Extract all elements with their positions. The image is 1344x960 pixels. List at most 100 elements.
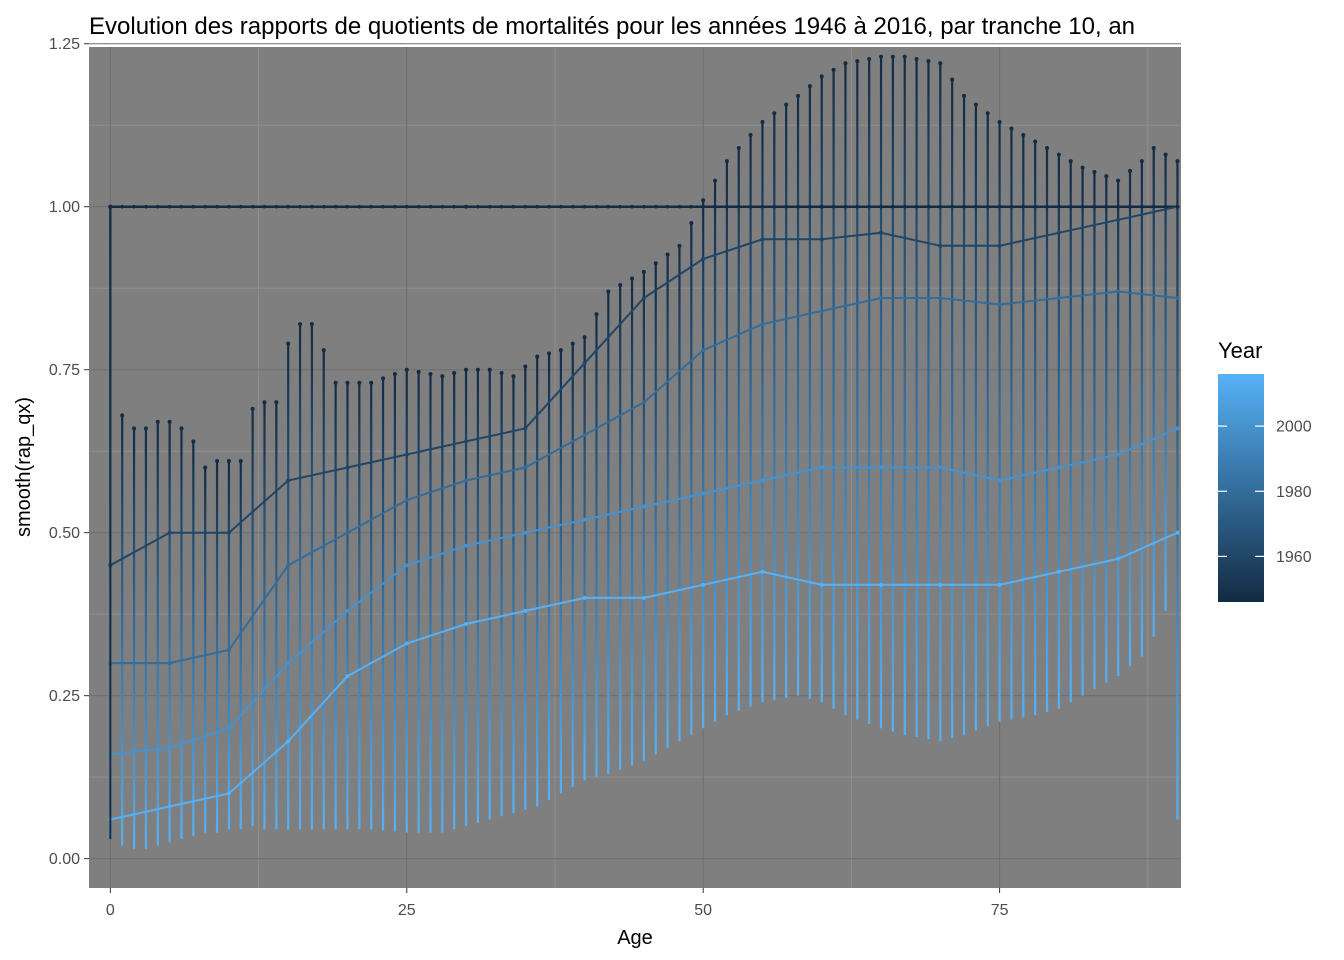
reference-point	[298, 204, 302, 209]
age-year-spread	[239, 460, 242, 830]
age-max-point	[926, 59, 931, 64]
age-year-spread	[1034, 141, 1037, 716]
reference-point	[997, 204, 1002, 209]
age-year-spread	[156, 421, 159, 846]
age-year-spread	[417, 371, 420, 833]
age-year-spread	[725, 161, 728, 716]
age-max-point	[1175, 159, 1180, 164]
reference-point	[523, 204, 528, 209]
year-series-point-2016	[879, 582, 884, 587]
age-year-spread	[168, 421, 171, 843]
age-year-spread	[915, 58, 918, 737]
age-year-spread	[1022, 135, 1025, 718]
reference-point	[819, 204, 824, 209]
year-series-point-1980	[464, 478, 469, 483]
age-max-point	[191, 439, 196, 444]
year-series-point-2016	[286, 739, 291, 744]
x-tick-label: 50	[694, 902, 712, 919]
reference-point	[736, 204, 741, 209]
age-max-point	[274, 400, 279, 405]
reference-point	[701, 204, 705, 209]
legend: Year 1960 1980 2000	[1218, 338, 1312, 602]
age-max-point	[1033, 139, 1038, 144]
age-max-point	[286, 341, 291, 346]
reference-point	[393, 204, 397, 209]
data-layer	[108, 54, 1180, 849]
age-max-point	[606, 289, 611, 294]
age-year-spread	[642, 271, 645, 761]
age-max-point	[333, 380, 338, 385]
reference-point	[1068, 204, 1073, 209]
reference-point	[381, 204, 385, 209]
year-series-point-2000	[167, 745, 172, 750]
age-max-point	[1116, 178, 1121, 183]
reference-point	[1080, 204, 1085, 209]
age-max-point	[440, 374, 445, 379]
reference-point	[333, 204, 338, 209]
age-year-spread	[512, 376, 515, 814]
year-series-point-1980	[760, 322, 765, 327]
age-max-point	[1080, 165, 1085, 170]
age-year-spread	[441, 376, 444, 833]
age-year-spread	[204, 467, 207, 833]
age-max-point	[1104, 174, 1109, 179]
legend-ticks: 1960 1980 2000	[1218, 419, 1312, 566]
age-year-spread	[619, 284, 622, 770]
age-year-spread	[453, 372, 456, 830]
age-year-spread	[1081, 167, 1084, 696]
year-series-point-2016	[523, 608, 528, 613]
year-series-point-2000	[582, 517, 587, 522]
y-axis-title: smooth(rap_qx)	[13, 397, 35, 537]
reference-point	[215, 204, 219, 209]
reference-point	[1045, 204, 1049, 209]
year-series-point-1960	[345, 465, 350, 470]
age-year-spread	[998, 121, 1001, 722]
reference-point	[203, 204, 207, 209]
reference-point	[321, 204, 326, 209]
age-max-point	[1009, 126, 1014, 131]
age-year-spread	[121, 415, 124, 846]
age-year-spread	[773, 113, 776, 701]
age-year-spread	[464, 369, 468, 827]
reference-point	[511, 204, 516, 209]
year-series-point-2016	[167, 804, 172, 809]
year-series-point-2016	[819, 582, 824, 587]
age-year-spread	[927, 61, 930, 740]
year-series-point-1960	[938, 243, 943, 248]
age-max-point	[582, 335, 587, 340]
x-axis-title: Age	[617, 927, 653, 949]
year-series-point-2016	[1056, 569, 1061, 574]
age-max-point	[1068, 159, 1073, 164]
age-year-spread	[192, 441, 195, 836]
reference-point	[891, 204, 895, 209]
age-year-spread	[607, 291, 610, 774]
reference-point	[713, 204, 717, 209]
age-max-point	[1139, 159, 1144, 164]
age-max-point	[523, 364, 528, 369]
reference-point	[286, 204, 290, 209]
age-max-point	[1056, 152, 1061, 157]
age-year-spread	[761, 121, 764, 703]
year-series-point-1980	[701, 348, 706, 353]
age-year-spread	[298, 324, 302, 830]
age-max-point	[938, 61, 943, 66]
reference-point	[938, 204, 943, 209]
reference-point	[760, 204, 765, 209]
reference-point	[227, 204, 231, 209]
age-max-point	[167, 419, 172, 424]
year-series-point-2016	[760, 569, 765, 574]
reference-point	[879, 204, 883, 209]
age-max-point	[1021, 133, 1026, 138]
reference-point	[487, 204, 492, 209]
year-series-point-2016	[1175, 530, 1180, 535]
year-series-point-1960	[641, 295, 646, 300]
reference-point	[855, 204, 860, 209]
reference-point	[547, 204, 551, 209]
age-year-spread	[630, 278, 634, 766]
year-series-point-1960	[404, 452, 409, 457]
reference-point	[843, 204, 848, 209]
y-tick-label: 0.75	[49, 362, 80, 379]
age-max-point	[1163, 152, 1168, 157]
year-series-point-2000	[760, 478, 765, 483]
age-max-point	[819, 74, 824, 79]
